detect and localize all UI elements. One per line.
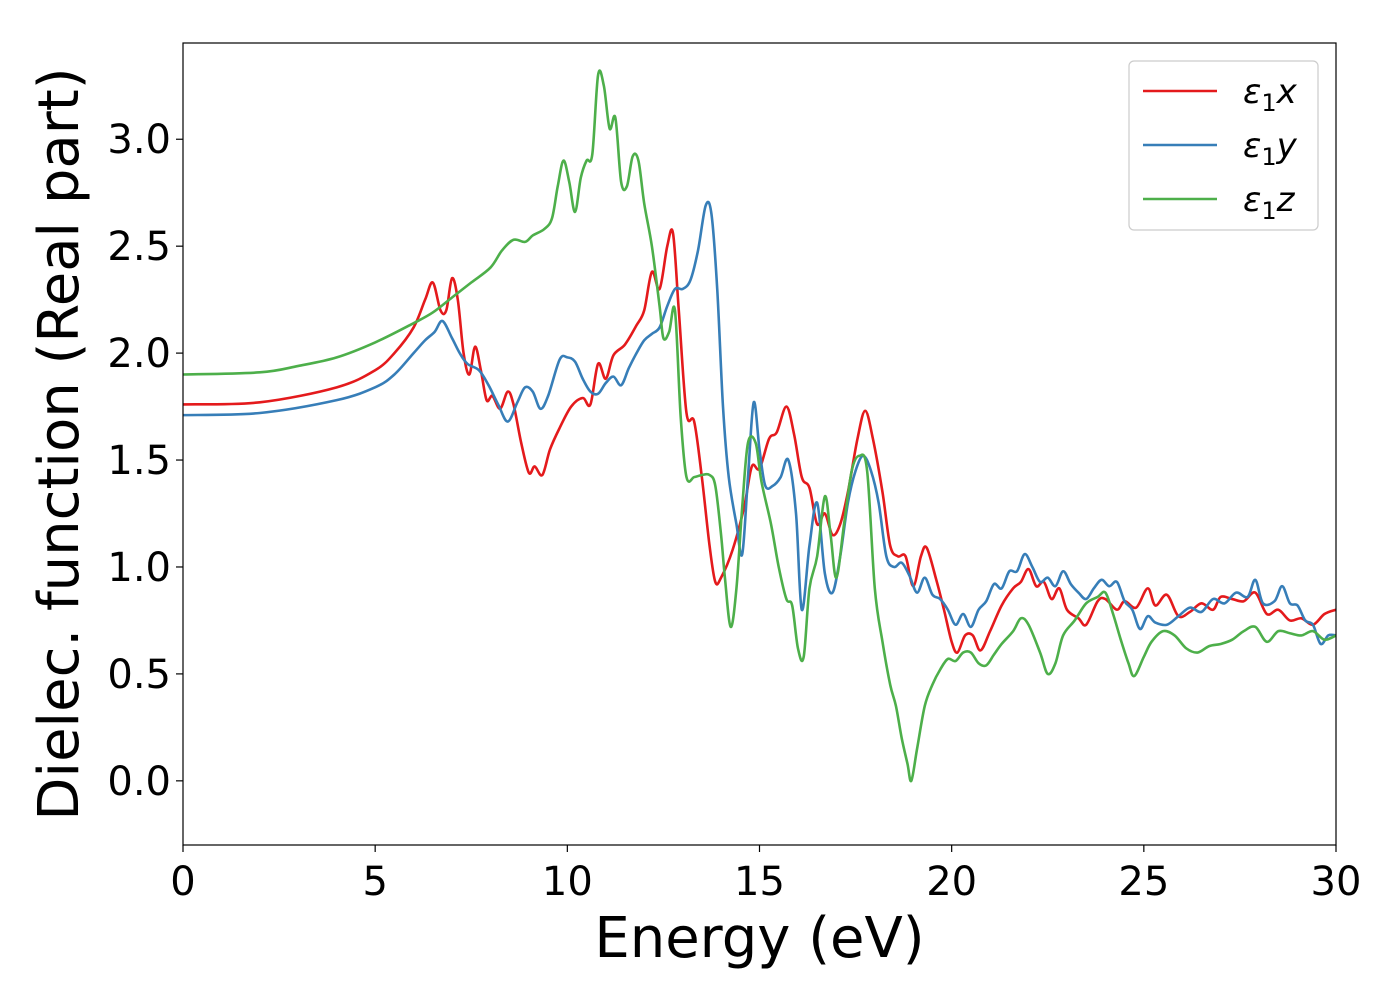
y-tick-label: 3.0	[107, 117, 171, 163]
series-line-y	[183, 200, 1336, 646]
series-line-z	[183, 69, 1336, 783]
x-tick-label: 5	[362, 859, 387, 905]
y-tick-label: 2.5	[107, 224, 171, 270]
x-tick-label: 30	[1311, 859, 1362, 905]
legend-label-y: ε1y	[1243, 126, 1298, 171]
y-tick-label: 2.0	[107, 331, 171, 377]
y-tick-label: 0.0	[107, 759, 171, 805]
y-tick-label: 1.5	[107, 438, 171, 484]
y-axis-ticks: 0.0 0.5 1.0 1.5 2.0 2.5 3.0	[107, 117, 183, 805]
y-tick-label: 1.0	[107, 545, 171, 591]
x-axis-ticks: 0 5 10 15 20 25 30	[170, 845, 1361, 905]
legend-label-z: ε1z	[1243, 180, 1296, 225]
y-tick-label: 0.5	[107, 652, 171, 698]
legend-frame	[1128, 60, 1319, 231]
x-tick-label: 25	[1118, 859, 1169, 905]
x-tick-label: 0	[170, 859, 195, 905]
y-axis-title: Dielec. function (Real part)	[27, 67, 92, 820]
series-layer	[183, 69, 1336, 783]
x-axis-title: Energy (eV)	[594, 906, 924, 971]
legend-label-x: ε1x	[1243, 72, 1298, 117]
x-tick-label: 20	[926, 859, 977, 905]
x-tick-label: 15	[734, 859, 785, 905]
x-tick-label: 10	[542, 859, 593, 905]
legend: ε1x ε1y ε1z	[1128, 60, 1319, 231]
